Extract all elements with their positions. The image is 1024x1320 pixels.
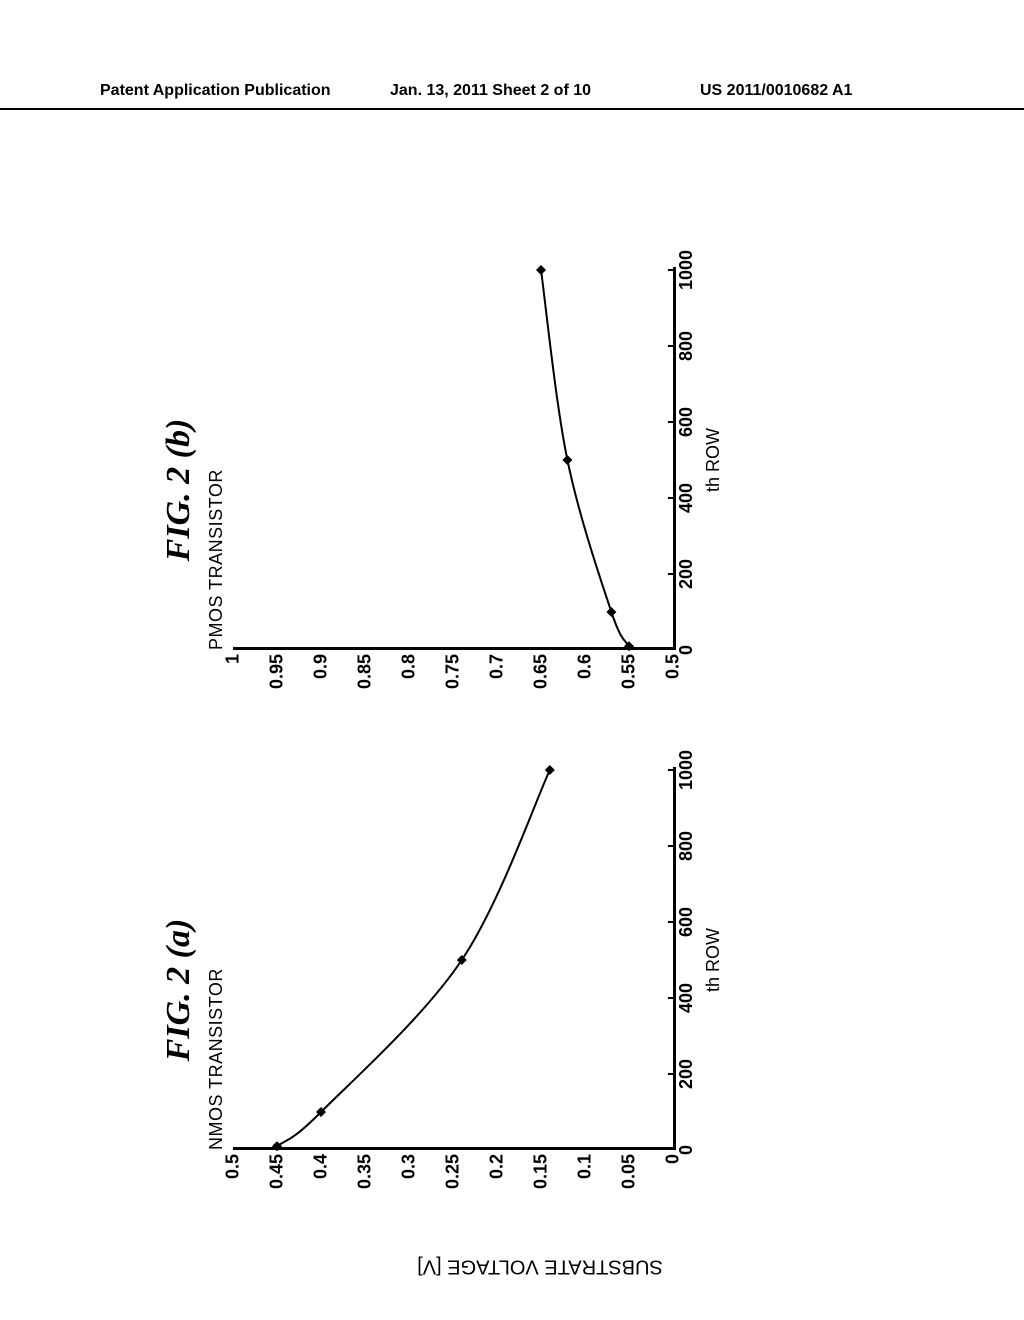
chart-marker xyxy=(272,1141,282,1151)
y-tick: 1 xyxy=(223,654,244,708)
header-left: Patent Application Publication xyxy=(100,82,331,100)
y-tick: 0.5 xyxy=(663,654,684,708)
rotated-figure-container: SUBSTRATE VOLTAGE [V] FIG. 2 (a) NMOS TR… xyxy=(160,260,920,1220)
plot-frame-a: 00.050.10.150.20.250.30.350.40.450.5 020… xyxy=(233,770,713,1150)
x-tick: 0 xyxy=(676,645,697,655)
y-tick: 0.85 xyxy=(355,654,376,708)
x-tick: 800 xyxy=(676,831,697,861)
subtitle-b: PMOS TRANSISTOR xyxy=(206,260,227,650)
y-tick: 0.8 xyxy=(399,654,420,708)
y-tick: 0.95 xyxy=(267,654,288,708)
y-axis-label: SUBSTRATE VOLTAGE [V] xyxy=(417,1255,663,1278)
y-tick: 0.4 xyxy=(311,1154,332,1208)
x-tick: 200 xyxy=(676,1059,697,1089)
x-tick: 400 xyxy=(676,983,697,1013)
y-tick: 0.1 xyxy=(575,1154,596,1208)
figure-area: SUBSTRATE VOLTAGE [V] FIG. 2 (a) NMOS TR… xyxy=(100,160,924,1160)
x-tick: 600 xyxy=(676,907,697,937)
x-tick: 0 xyxy=(676,1145,697,1155)
page-header: Patent Application Publication Jan. 13, … xyxy=(0,78,1024,110)
y-tick: 0.7 xyxy=(487,654,508,708)
x-label-a: th ROW xyxy=(703,770,724,1150)
plot-frame-b: 0.50.550.60.650.70.750.80.850.90.951 020… xyxy=(233,270,713,650)
chart-a: FIG. 2 (a) NMOS TRANSISTOR 00.050.10.150… xyxy=(160,760,920,1220)
x-tick: 200 xyxy=(676,559,697,589)
y-tick: 0.25 xyxy=(443,1154,464,1208)
chart-marker xyxy=(606,607,616,617)
y-tick: 0 xyxy=(663,1154,684,1208)
x-tick: 1000 xyxy=(676,750,697,790)
x-tick: 400 xyxy=(676,483,697,513)
y-tick: 0.3 xyxy=(399,1154,420,1208)
y-ticks-a: 00.050.10.150.20.250.30.350.40.450.5 xyxy=(233,1154,673,1208)
header-center: Jan. 13, 2011 Sheet 2 of 10 xyxy=(390,82,591,100)
y-tick: 0.55 xyxy=(619,654,640,708)
curve-b xyxy=(233,270,673,650)
chart-line xyxy=(541,270,629,646)
x-tick: 600 xyxy=(676,407,697,437)
y-tick: 0.15 xyxy=(531,1154,552,1208)
subtitle-a: NMOS TRANSISTOR xyxy=(206,760,227,1150)
y-ticks-b: 0.50.550.60.650.70.750.80.850.90.951 xyxy=(233,654,673,708)
y-tick: 0.9 xyxy=(311,654,332,708)
x-tick: 800 xyxy=(676,331,697,361)
fig-title-b: FIG. 2 (b) xyxy=(160,260,198,720)
y-tick: 0.5 xyxy=(223,1154,244,1208)
y-tick: 0.2 xyxy=(487,1154,508,1208)
chart-line xyxy=(277,770,550,1146)
charts-row: SUBSTRATE VOLTAGE [V] FIG. 2 (a) NMOS TR… xyxy=(160,260,920,1220)
y-tick: 0.65 xyxy=(531,654,552,708)
x-tick: 1000 xyxy=(676,250,697,290)
x-label-b: th ROW xyxy=(703,270,724,650)
y-tick: 0.75 xyxy=(443,654,464,708)
y-tick: 0.6 xyxy=(575,654,596,708)
curve-a xyxy=(233,770,673,1150)
y-tick: 0.05 xyxy=(619,1154,640,1208)
header-right: US 2011/0010682 A1 xyxy=(700,82,852,100)
fig-title-a: FIG. 2 (a) xyxy=(160,760,198,1220)
y-tick: 0.45 xyxy=(267,1154,288,1208)
y-tick: 0.35 xyxy=(355,1154,376,1208)
chart-marker xyxy=(562,455,572,465)
chart-b: FIG. 2 (b) PMOS TRANSISTOR 0.50.550.60.6… xyxy=(160,260,920,720)
patent-page: Patent Application Publication Jan. 13, … xyxy=(0,0,1024,1320)
